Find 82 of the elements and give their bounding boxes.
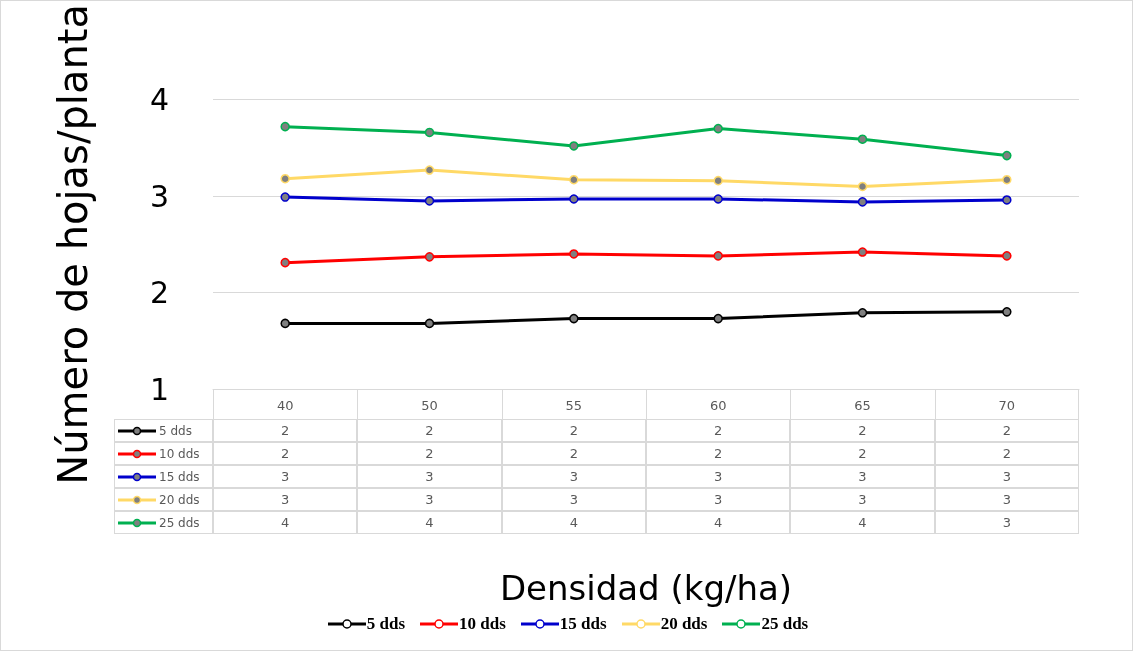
y-tick-label: 2	[149, 275, 169, 311]
data-label: 2	[934, 419, 1079, 442]
data-label: 4	[357, 511, 502, 534]
data-label: 2	[501, 419, 646, 442]
point	[569, 174, 579, 185]
data-label: 2	[357, 442, 502, 465]
point	[569, 313, 579, 324]
point	[857, 247, 868, 257]
data-label: 3	[934, 465, 1079, 488]
point	[280, 192, 290, 202]
point	[569, 194, 579, 204]
point	[713, 194, 723, 204]
point	[1002, 307, 1012, 317]
x-tick-label: 70	[998, 398, 1016, 413]
data-label: 3	[646, 465, 791, 488]
point	[280, 121, 290, 132]
data-label: 3	[357, 488, 502, 511]
text: 10 dds	[459, 614, 506, 633]
data-label: 2	[790, 419, 935, 442]
legend-label: 15 dds	[159, 469, 200, 484]
y-tick-label: 1	[149, 371, 169, 407]
point	[713, 313, 723, 324]
point	[857, 181, 868, 192]
data-label: 3	[357, 465, 502, 488]
text: 5 dds	[366, 614, 406, 633]
data-label: 4	[790, 511, 935, 534]
data-label: 2	[646, 419, 791, 442]
point	[424, 196, 435, 206]
data-label: 3	[501, 488, 646, 511]
data-label: 3	[934, 488, 1079, 511]
data-label: 2	[357, 419, 502, 442]
point	[424, 165, 435, 175]
x-axis-title: Densidad (kg/ha)	[499, 568, 793, 608]
point	[1002, 150, 1012, 161]
text: 25 dds	[761, 614, 809, 633]
x-tick-label: 55	[565, 398, 583, 413]
point	[857, 197, 868, 207]
data-label: 2	[646, 442, 791, 465]
data-label: 3	[501, 465, 646, 488]
point	[713, 251, 723, 261]
point	[280, 257, 290, 268]
data-label: 2	[501, 442, 646, 465]
data-label: 3	[213, 465, 358, 488]
point	[713, 175, 723, 186]
x-tick-label: 50	[421, 398, 438, 413]
point	[1002, 195, 1012, 205]
data-label: 2	[213, 442, 358, 465]
data-label: 2	[213, 419, 358, 442]
data-label: 2	[790, 442, 935, 465]
point	[424, 318, 435, 329]
x-tick-label: 65	[854, 398, 871, 413]
text: 20 dds	[660, 614, 708, 633]
legend-label: 5 dds	[159, 423, 192, 438]
data-label: 3	[790, 488, 935, 511]
point	[424, 252, 435, 262]
data-label: 3	[213, 488, 358, 511]
point	[1002, 251, 1012, 261]
data-label: 3	[646, 488, 791, 511]
y-axis-title: Número de hojas/planta	[50, 3, 96, 485]
data-label: 4	[646, 511, 791, 534]
data-label: 3	[790, 465, 935, 488]
legend-label: 25 dds	[159, 515, 200, 530]
y-tick-label: 3	[149, 178, 169, 214]
point	[713, 123, 723, 134]
point	[569, 249, 579, 259]
point	[424, 127, 435, 138]
x-tick-label: 40	[276, 398, 294, 413]
data-label: 3	[934, 511, 1079, 534]
legend-label: 10 dds	[159, 446, 200, 461]
point	[1002, 174, 1012, 185]
y-tick-label: 4	[149, 82, 169, 118]
point	[569, 141, 579, 151]
point	[857, 308, 868, 318]
data-label: 2	[934, 442, 1079, 465]
point	[857, 134, 868, 144]
point	[280, 173, 290, 184]
text: 15 dds	[559, 614, 607, 633]
point	[280, 318, 290, 329]
x-tick-label: 60	[709, 398, 727, 413]
data-label: 4	[501, 511, 646, 534]
legend-label: 20 dds	[159, 492, 200, 507]
data-label: 4	[213, 511, 358, 534]
